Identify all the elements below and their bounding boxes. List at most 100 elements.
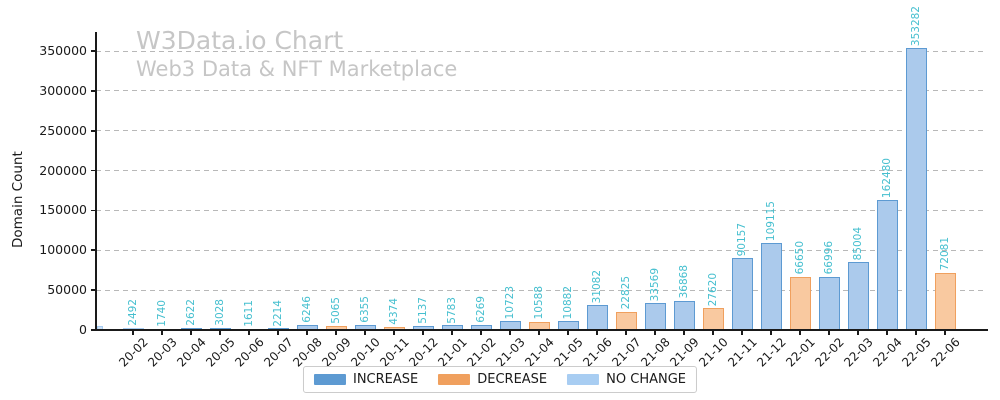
bar-value-label: 72081 bbox=[938, 237, 951, 271]
y-tick-mark bbox=[90, 50, 95, 52]
gridline bbox=[96, 130, 987, 132]
legend-item-label: DECREASE bbox=[477, 372, 548, 387]
bar-value-label: 1611 bbox=[242, 299, 255, 327]
y-tick-label: 250000 bbox=[39, 122, 87, 138]
x-tick-label: 20-11 bbox=[377, 335, 412, 370]
bar-value-label: 22825 bbox=[619, 276, 632, 310]
bar-22-03 bbox=[847, 262, 869, 330]
x-tick-mark bbox=[190, 331, 192, 335]
x-tick-label: 22-05 bbox=[899, 335, 934, 370]
no-change-swatch-icon bbox=[567, 374, 600, 385]
bar-value-label: 10882 bbox=[561, 285, 574, 320]
bar-value-label: 27620 bbox=[706, 272, 719, 306]
bar-value-label: 31082 bbox=[590, 269, 603, 304]
chart-title-block: W3Data.io Chart Web3 Data & NFT Marketpl… bbox=[136, 26, 458, 82]
x-tick-mark bbox=[886, 331, 888, 335]
x-tick-label: 22-06 bbox=[928, 335, 963, 370]
x-tick-mark bbox=[248, 331, 250, 335]
x-tick-mark bbox=[219, 331, 221, 335]
y-tick-label: 100000 bbox=[39, 242, 87, 258]
x-tick-mark bbox=[712, 331, 714, 335]
x-tick-label: 21-11 bbox=[725, 335, 760, 370]
bar-value-label: 1740 bbox=[155, 299, 168, 327]
bar-21-11 bbox=[731, 258, 753, 330]
x-tick-label: 20-07 bbox=[261, 335, 296, 370]
x-tick-mark bbox=[364, 331, 366, 335]
x-tick-label: 20-03 bbox=[145, 335, 180, 370]
gridline bbox=[96, 209, 987, 211]
y-tick-label: 50000 bbox=[47, 282, 87, 298]
x-tick-label: 20-09 bbox=[319, 335, 354, 370]
x-tick-mark bbox=[567, 331, 569, 335]
bar-value-label: 10723 bbox=[503, 286, 516, 320]
bar-value-label: 2492 bbox=[126, 299, 139, 327]
y-tick-label: 200000 bbox=[39, 162, 87, 178]
x-tick-label: 21-09 bbox=[667, 335, 702, 370]
bar-value-label: 109115 bbox=[764, 200, 777, 242]
bar-value-label: 2622 bbox=[184, 299, 197, 326]
bar-21-12 bbox=[760, 243, 782, 330]
y-tick-mark bbox=[90, 129, 95, 132]
x-tick-mark bbox=[770, 331, 772, 335]
x-tick-label: 21-03 bbox=[493, 335, 528, 370]
legend: INCREASE DECREASE NO CHANGE bbox=[302, 366, 698, 393]
x-tick-label: 20-12 bbox=[406, 335, 441, 370]
x-tick-label: 21-02 bbox=[464, 335, 499, 370]
x-tick-label: 21-06 bbox=[580, 335, 615, 370]
bar-value-label: 6269 bbox=[474, 296, 487, 324]
bar-value-label: 85004 bbox=[851, 226, 864, 261]
gridline bbox=[96, 50, 987, 52]
gridline bbox=[96, 170, 987, 172]
x-tick-label: 22-04 bbox=[870, 335, 905, 370]
decrease-swatch-icon bbox=[438, 374, 471, 385]
x-tick-label: 21-05 bbox=[551, 335, 586, 370]
y-tick-mark bbox=[90, 329, 95, 331]
bar-value-label: 2214 bbox=[271, 299, 284, 327]
y-tick-mark bbox=[90, 209, 95, 212]
bar-value-label: 6246 bbox=[300, 296, 313, 324]
x-tick-label: 21-07 bbox=[609, 335, 644, 370]
y-tick-mark bbox=[90, 169, 95, 172]
x-tick-mark bbox=[161, 331, 163, 335]
bar-value-label: 5783 bbox=[445, 296, 458, 324]
x-tick-label: 22-02 bbox=[812, 335, 847, 370]
bar-21-08 bbox=[644, 303, 666, 330]
bar-22-06 bbox=[934, 272, 956, 330]
bar-22-02 bbox=[818, 276, 840, 330]
legend-item-decrease: DECREASE bbox=[438, 372, 547, 387]
bar-value-label: 353282 bbox=[909, 6, 922, 47]
x-tick-label: 20-05 bbox=[203, 335, 238, 370]
chart-subtitle: Web3 Data & NFT Marketplace bbox=[136, 56, 458, 81]
x-tick-label: 22-01 bbox=[783, 335, 818, 370]
y-tick-label: 150000 bbox=[39, 202, 87, 218]
x-tick-mark bbox=[596, 331, 598, 335]
x-tick-mark bbox=[335, 331, 337, 335]
x-tick-mark bbox=[538, 331, 540, 335]
y-tick-label: 350000 bbox=[39, 43, 87, 58]
legend-item-label: INCREASE bbox=[352, 372, 419, 387]
x-tick-label: 20-04 bbox=[174, 335, 209, 370]
bar-value-label: 66996 bbox=[822, 241, 835, 275]
x-axis-line bbox=[94, 329, 988, 331]
gridline bbox=[96, 90, 987, 92]
x-tick-label: 21-01 bbox=[435, 335, 470, 370]
bar-value-label: 5065 bbox=[329, 297, 342, 324]
x-tick-label: 22-03 bbox=[841, 335, 876, 370]
bar-21-09 bbox=[673, 300, 695, 330]
bar-value-label: 66650 bbox=[793, 241, 806, 275]
bar-value-label: 90157 bbox=[735, 222, 748, 257]
increase-swatch-icon bbox=[313, 374, 346, 385]
legend-item-no-change: NO CHANGE bbox=[567, 372, 686, 387]
y-tick-label: 0 bbox=[79, 322, 87, 337]
x-tick-mark bbox=[306, 331, 308, 335]
bar-value-label: 36868 bbox=[677, 265, 690, 299]
x-tick-mark bbox=[828, 331, 830, 335]
bar-21-07 bbox=[615, 311, 637, 330]
bar-value-label: 5137 bbox=[416, 297, 429, 324]
legend-item-label: NO CHANGE bbox=[606, 372, 687, 387]
x-tick-label: 20-08 bbox=[290, 335, 325, 370]
legend-item-increase: INCREASE bbox=[313, 372, 419, 387]
x-tick-mark bbox=[857, 331, 859, 335]
bar-21-10 bbox=[702, 307, 724, 330]
